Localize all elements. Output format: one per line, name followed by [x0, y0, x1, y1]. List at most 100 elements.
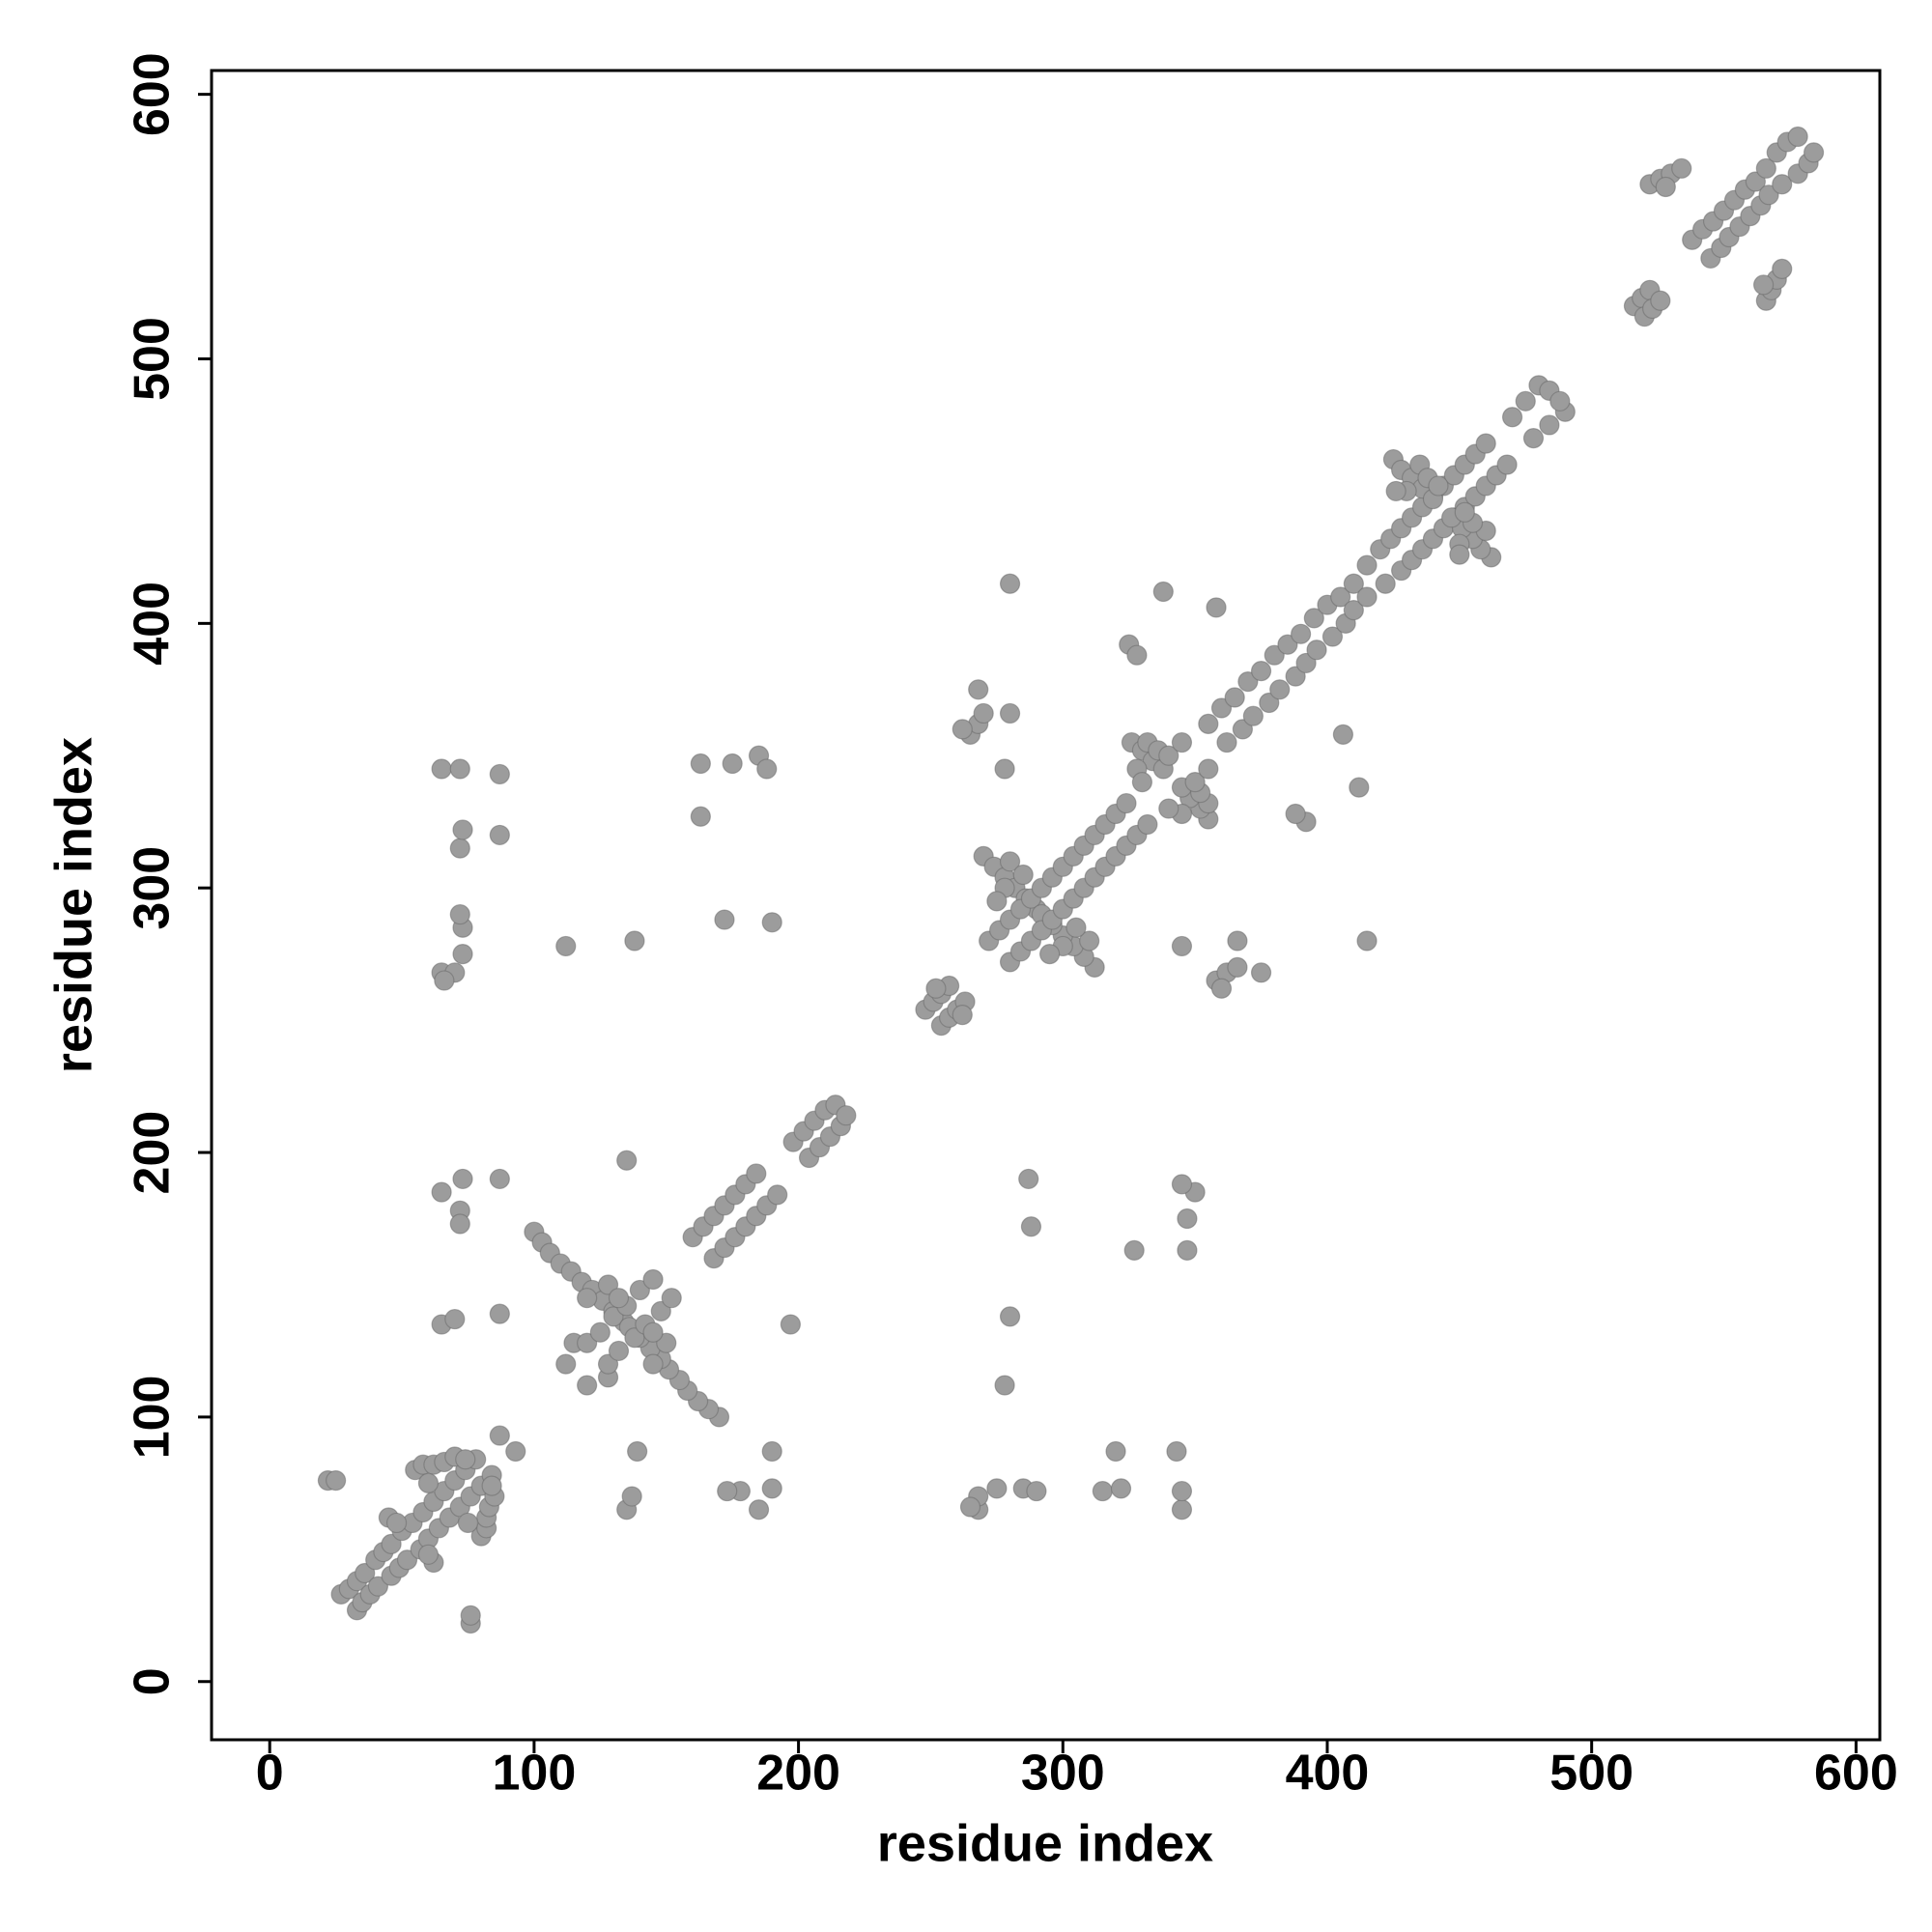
point [952, 1005, 973, 1026]
y-axis-label: residue index [44, 737, 102, 1073]
point [1349, 777, 1370, 798]
point [417, 1472, 440, 1493]
point [999, 573, 1021, 594]
point [1171, 1480, 1193, 1502]
y-tick-label: 100 [125, 1376, 181, 1460]
point [1539, 414, 1560, 436]
x-tick-label: 100 [493, 1746, 577, 1802]
point [690, 753, 711, 775]
point [761, 912, 782, 933]
point [431, 1181, 452, 1203]
point [624, 930, 645, 952]
point [1012, 864, 1034, 886]
point [986, 891, 1008, 912]
point [589, 1321, 611, 1343]
point [1198, 758, 1219, 780]
point [1131, 772, 1152, 793]
point [489, 1168, 510, 1190]
x-axis-label: residue index [877, 1814, 1213, 1872]
point [449, 838, 470, 859]
point [1375, 573, 1396, 594]
point [999, 702, 1021, 724]
point [1449, 544, 1470, 565]
point [1306, 639, 1327, 661]
point [444, 1308, 466, 1330]
point [616, 1150, 638, 1171]
point [1224, 687, 1245, 708]
point [455, 1449, 476, 1470]
point [1549, 390, 1571, 412]
y-tick-label: 300 [125, 846, 181, 930]
point [999, 1306, 1021, 1327]
point [1356, 554, 1378, 576]
point [1803, 142, 1825, 163]
point [1171, 935, 1193, 957]
point [717, 1480, 738, 1502]
point [452, 819, 473, 840]
point [952, 719, 973, 740]
point [1126, 644, 1148, 666]
point [489, 1425, 510, 1446]
point [1291, 623, 1312, 644]
point [994, 1375, 1015, 1396]
point [449, 1213, 470, 1235]
point [434, 970, 455, 991]
point [1655, 176, 1676, 198]
point [1755, 157, 1776, 179]
point [326, 1470, 347, 1492]
y-tick-label: 200 [125, 1111, 181, 1195]
point [1116, 792, 1137, 814]
y-tick-label: 400 [125, 582, 181, 666]
point [1650, 290, 1671, 311]
point [1216, 731, 1237, 753]
point [452, 944, 473, 965]
point [608, 1288, 630, 1309]
point [761, 1478, 782, 1499]
point [555, 1353, 577, 1375]
point [1330, 586, 1351, 608]
point [994, 758, 1015, 780]
x-tick-label: 200 [756, 1746, 840, 1802]
point [1018, 1168, 1039, 1190]
point [642, 1268, 664, 1291]
point [577, 1375, 598, 1396]
point [959, 1496, 981, 1518]
x-tick-label: 400 [1286, 1746, 1370, 1802]
point [1385, 480, 1406, 502]
point [748, 1499, 770, 1520]
point [1501, 407, 1523, 428]
point [1152, 581, 1174, 603]
x-tick-label: 600 [1814, 1746, 1898, 1802]
point [1343, 573, 1364, 594]
point [449, 903, 470, 925]
point [836, 1105, 857, 1126]
point [642, 1321, 664, 1343]
point [1303, 608, 1324, 629]
point [457, 1512, 479, 1534]
y-tick-label: 600 [125, 52, 181, 136]
point [973, 702, 994, 724]
point [986, 1478, 1008, 1499]
point [1250, 962, 1272, 983]
point [431, 758, 452, 780]
point [756, 758, 778, 780]
point [746, 1163, 767, 1184]
point [767, 1184, 788, 1206]
point [1269, 679, 1291, 700]
point [1198, 713, 1219, 735]
point [1210, 978, 1233, 999]
point [780, 1314, 801, 1335]
point [1137, 813, 1158, 836]
point [1515, 390, 1536, 412]
point [1123, 1239, 1145, 1261]
point [1184, 772, 1206, 793]
point [1166, 1440, 1187, 1463]
point [1020, 1216, 1042, 1237]
point [1285, 803, 1306, 825]
point [1171, 1499, 1193, 1520]
point [1242, 705, 1264, 726]
point [385, 1512, 408, 1534]
point [1250, 661, 1272, 682]
